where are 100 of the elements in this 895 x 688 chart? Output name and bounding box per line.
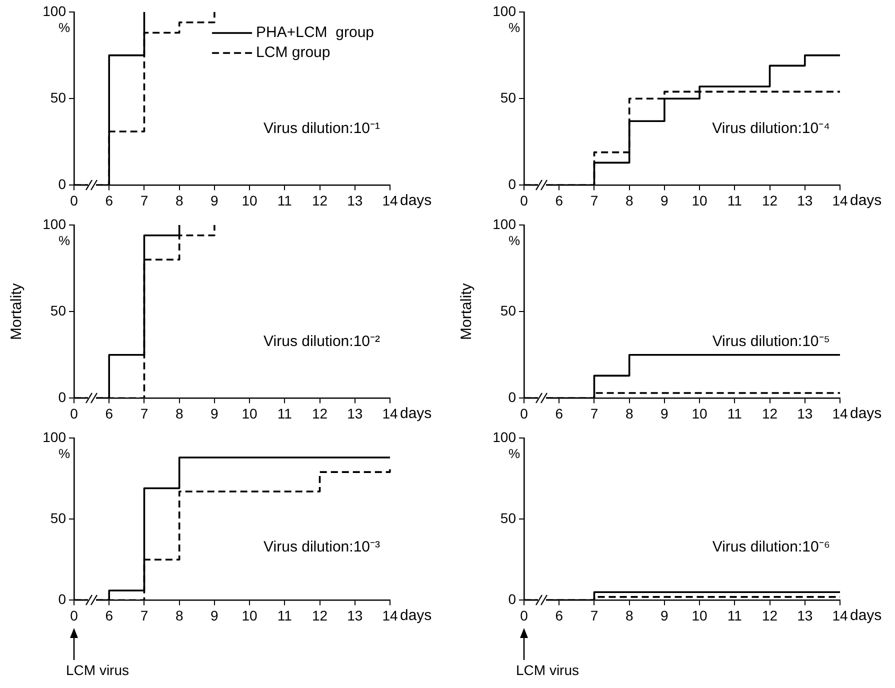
x-tick-label: 6 bbox=[105, 607, 114, 624]
x-tick-label: 7 bbox=[140, 607, 148, 624]
y-tick-label: 0 bbox=[508, 591, 516, 608]
y-tick-label: 0 bbox=[508, 389, 516, 406]
x-tick-label: 6 bbox=[555, 607, 564, 624]
x-tick-label: 0 bbox=[70, 192, 78, 208]
x-tick-label: 6 bbox=[555, 192, 564, 208]
x-tick-label: 10 bbox=[242, 607, 258, 624]
x-tick-label: 11 bbox=[727, 192, 742, 208]
x-axis-title: days bbox=[850, 606, 882, 624]
x-axis-title: days bbox=[400, 606, 432, 624]
x-tick-label: 0 bbox=[520, 607, 528, 624]
y-tick-label: 50 bbox=[50, 510, 66, 526]
x-tick-label: 13 bbox=[797, 405, 813, 422]
x-tick-label: 11 bbox=[727, 607, 742, 624]
y-tick-label: 50 bbox=[500, 89, 516, 106]
y-tick-label: 0 bbox=[58, 176, 66, 192]
x-tick-label: 9 bbox=[660, 405, 669, 422]
x-tick-label: 8 bbox=[625, 405, 634, 422]
y-tick-label: 100 bbox=[492, 216, 516, 232]
x-tick-label: 9 bbox=[660, 607, 669, 624]
x-tick-label: 10 bbox=[242, 192, 258, 208]
x-tick-label: 7 bbox=[590, 405, 598, 422]
y-tick-label: 50 bbox=[50, 302, 66, 318]
text: Virus dilution:10⁻³ bbox=[264, 538, 380, 556]
text: Virus dilution:10⁻² bbox=[264, 333, 380, 350]
text: Virus dilution:10⁻¹ bbox=[264, 120, 380, 138]
text: % bbox=[58, 20, 70, 36]
x-tick-label: 14 bbox=[832, 192, 848, 208]
text: % bbox=[508, 446, 520, 462]
x-tick-label: 12 bbox=[762, 607, 778, 624]
x-tick-label: 6 bbox=[105, 192, 114, 208]
x-axis-title: days bbox=[850, 404, 882, 422]
x-tick-label: 10 bbox=[242, 405, 258, 422]
x-tick-label: 7 bbox=[590, 607, 598, 624]
x-tick-label: 12 bbox=[312, 192, 328, 208]
y-tick-label: 0 bbox=[58, 389, 66, 406]
x-tick-label: 10 bbox=[692, 607, 708, 624]
x-tick-label: 14 bbox=[832, 607, 848, 624]
y-tick-label: 50 bbox=[50, 89, 66, 106]
y-tick-label: 50 bbox=[500, 302, 516, 318]
x-tick-label: 13 bbox=[797, 192, 813, 208]
y-axis-title: Mortality bbox=[458, 282, 476, 340]
x-tick-label: 8 bbox=[625, 192, 634, 208]
x-tick-label: 0 bbox=[520, 192, 528, 208]
x-tick-label: 6 bbox=[555, 405, 564, 422]
x-tick-label: 13 bbox=[347, 192, 363, 208]
x-tick-label: 0 bbox=[70, 607, 78, 624]
y-tick-label: 0 bbox=[508, 176, 516, 192]
text: % bbox=[508, 20, 520, 36]
x-tick-label: 11 bbox=[277, 405, 292, 422]
x-tick-label: 8 bbox=[625, 607, 634, 624]
text: LCM virus bbox=[516, 662, 580, 678]
y-tick-label: 100 bbox=[42, 216, 66, 232]
x-tick-label: 7 bbox=[590, 192, 598, 208]
text: Virus dilution:10⁻⁴ bbox=[712, 120, 830, 138]
x-tick-label: 13 bbox=[347, 405, 363, 422]
x-tick-label: 8 bbox=[175, 405, 184, 422]
x-axis-title: days bbox=[400, 192, 432, 209]
legend-label: LCM group bbox=[256, 44, 330, 62]
y-axis-title: Mortality bbox=[8, 282, 26, 340]
y-tick-label: 0 bbox=[58, 591, 66, 608]
x-tick-label: 14 bbox=[382, 405, 398, 422]
y-tick-label: 100 bbox=[492, 2, 516, 19]
x-tick-label: 0 bbox=[520, 405, 528, 422]
y-tick-label: 100 bbox=[42, 428, 66, 445]
x-tick-label: 12 bbox=[762, 405, 778, 422]
text: Virus dilution:10⁻⁵ bbox=[712, 333, 830, 350]
x-tick-label: 14 bbox=[832, 405, 848, 422]
x-tick-label: 9 bbox=[210, 607, 219, 624]
x-tick-label: 11 bbox=[277, 192, 292, 208]
x-tick-label: 13 bbox=[797, 607, 813, 624]
x-tick-label: 12 bbox=[312, 405, 328, 422]
x-axis-title: days bbox=[850, 192, 882, 209]
y-tick-label: 100 bbox=[42, 2, 66, 19]
y-tick-label: 50 bbox=[500, 510, 516, 526]
x-tick-label: 7 bbox=[140, 405, 148, 422]
x-tick-label: 0 bbox=[70, 405, 78, 422]
x-tick-label: 11 bbox=[727, 405, 742, 422]
legend-label: PHA+LCM group bbox=[256, 24, 374, 42]
x-tick-label: 11 bbox=[277, 607, 292, 624]
x-tick-label: 12 bbox=[312, 607, 328, 624]
text: % bbox=[58, 233, 70, 248]
x-tick-label: 7 bbox=[140, 192, 148, 208]
x-tick-label: 9 bbox=[210, 405, 219, 422]
x-tick-label: 9 bbox=[210, 192, 219, 208]
x-tick-label: 13 bbox=[347, 607, 363, 624]
x-tick-label: 8 bbox=[175, 607, 184, 624]
x-tick-label: 6 bbox=[105, 405, 114, 422]
text: Virus dilution:10⁻⁶ bbox=[712, 538, 830, 556]
x-tick-label: 14 bbox=[382, 607, 398, 624]
text: % bbox=[508, 233, 520, 248]
x-tick-label: 14 bbox=[382, 192, 398, 208]
x-tick-label: 9 bbox=[660, 192, 669, 208]
x-tick-label: 10 bbox=[692, 405, 708, 422]
x-tick-label: 8 bbox=[175, 192, 184, 208]
x-tick-label: 12 bbox=[762, 192, 778, 208]
x-axis-title: days bbox=[400, 404, 432, 422]
text: % bbox=[58, 446, 70, 462]
y-tick-label: 100 bbox=[492, 428, 516, 445]
